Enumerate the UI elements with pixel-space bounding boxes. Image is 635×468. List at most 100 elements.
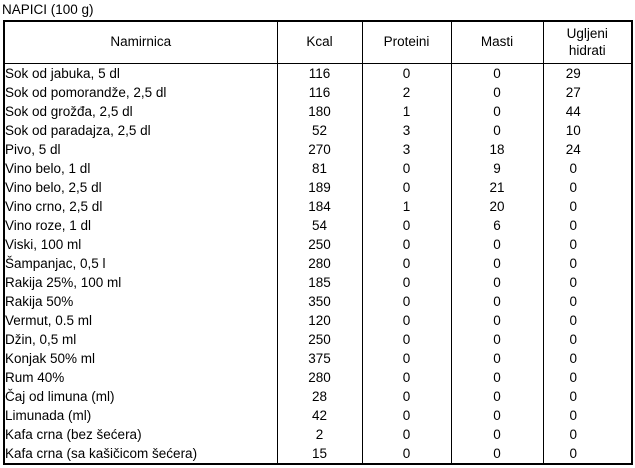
table-body: Sok od jabuka, 5 dl 116 0 0 29 Sok od pomoran… (3, 63, 633, 464)
cell-masti: 0 (450, 311, 544, 330)
cell-name: Kafa crna (sa kašičicom šećera) (3, 444, 278, 464)
cell-kcal: 375 (276, 349, 363, 368)
cell-proteini: 0 (361, 254, 452, 273)
table-row: Čaj od limuna (ml) 28 0 0 0 (3, 387, 633, 406)
cell-kcal: 81 (276, 159, 363, 178)
cell-name: Šampanjac, 0,5 l (3, 254, 278, 273)
cell-masti: 0 (450, 83, 544, 102)
cell-proteini: 0 (361, 273, 452, 292)
cell-ugljeni-hidrati: 0 (542, 178, 633, 197)
cell-ugljeni-hidrati: 0 (542, 444, 633, 464)
cell-kcal: 116 (276, 83, 363, 102)
cell-kcal: 54 (276, 216, 363, 235)
cell-name: Viski, 100 ml (3, 235, 278, 254)
cell-kcal: 52 (276, 121, 363, 140)
table-row: Konjak 50% ml 375 0 0 0 (3, 349, 633, 368)
table-row: Sok od grožđa, 2,5 dl 180 1 0 44 (3, 102, 633, 121)
table-row: Sok od paradajza, 2,5 dl 52 3 0 10 (3, 121, 633, 140)
cell-proteini: 0 (361, 387, 452, 406)
cell-kcal: 42 (276, 406, 363, 425)
cell-ugljeni-hidrati: 0 (542, 235, 633, 254)
cell-ugljeni-hidrati: 0 (542, 425, 633, 444)
col-header-proteini: Proteini (361, 21, 452, 64)
cell-proteini: 1 (361, 102, 452, 121)
cell-ugljeni-hidrati: 0 (542, 311, 633, 330)
table-row: Viski, 100 ml 250 0 0 0 (3, 235, 633, 254)
col-header-namirnica: Namirnica (3, 21, 278, 64)
cell-kcal: 250 (276, 330, 363, 349)
table-row: Vino belo, 1 dl 81 0 9 0 (3, 159, 633, 178)
cell-proteini: 0 (361, 444, 452, 464)
cell-name: Vino roze, 1 dl (3, 216, 278, 235)
cell-ugljeni-hidrati: 0 (542, 292, 633, 311)
cell-masti: 0 (450, 273, 544, 292)
cell-name: Vino crno, 2,5 dl (3, 197, 278, 216)
cell-masti: 0 (450, 349, 544, 368)
cell-kcal: 350 (276, 292, 363, 311)
cell-kcal: 15 (276, 444, 363, 464)
cell-proteini: 0 (361, 368, 452, 387)
table-row: Kafa crna (bez šećera) 2 0 0 0 (3, 425, 633, 444)
cell-ugljeni-hidrati: 27 (542, 83, 633, 102)
cell-kcal: 2 (276, 425, 363, 444)
table-row: Pivo, 5 dl 270 3 18 24 (3, 140, 633, 159)
table-row: Vino roze, 1 dl 54 0 6 0 (3, 216, 633, 235)
cell-kcal: 185 (276, 273, 363, 292)
cell-name: Sok od paradajza, 2,5 dl (3, 121, 278, 140)
cell-ugljeni-hidrati: 44 (542, 102, 633, 121)
cell-kcal: 280 (276, 254, 363, 273)
table-row: Rakija 25%, 100 ml 185 0 0 0 (3, 273, 633, 292)
cell-ugljeni-hidrati: 0 (542, 273, 633, 292)
cell-ugljeni-hidrati: 0 (542, 406, 633, 425)
col-header-ugljeni-hidrati: Ugljeni hidrati (542, 21, 633, 64)
cell-proteini: 0 (361, 425, 452, 444)
cell-ugljeni-hidrati: 29 (542, 63, 633, 83)
cell-masti: 18 (450, 140, 544, 159)
cell-masti: 0 (450, 254, 544, 273)
cell-ugljeni-hidrati: 24 (542, 140, 633, 159)
cell-kcal: 280 (276, 368, 363, 387)
table-header-row: Namirnica Kcal Proteini Masti Ugljeni hi… (3, 21, 633, 64)
cell-name: Vino belo, 2,5 dl (3, 178, 278, 197)
cell-name: Rum 40% (3, 368, 278, 387)
cell-kcal: 180 (276, 102, 363, 121)
cell-masti: 0 (450, 292, 544, 311)
cell-ugljeni-hidrati: 0 (542, 330, 633, 349)
table-row: Džin, 0,5 ml 250 0 0 0 (3, 330, 633, 349)
table-row: Rum 40% 280 0 0 0 (3, 368, 633, 387)
table-title: NAPICI (100 g) (2, 2, 94, 17)
cell-masti: 0 (450, 406, 544, 425)
cell-name: Sok od jabuka, 5 dl (3, 63, 278, 83)
cell-masti: 0 (450, 235, 544, 254)
table-row: Vino crno, 2,5 dl 184 1 20 0 (3, 197, 633, 216)
cell-kcal: 28 (276, 387, 363, 406)
cell-ugljeni-hidrati: 0 (542, 197, 633, 216)
cell-proteini: 0 (361, 311, 452, 330)
cell-name: Sok od pomorandže, 2,5 dl (3, 83, 278, 102)
cell-proteini: 0 (361, 330, 452, 349)
cell-masti: 20 (450, 197, 544, 216)
cell-kcal: 250 (276, 235, 363, 254)
table-row: Šampanjac, 0,5 l 280 0 0 0 (3, 254, 633, 273)
cell-masti: 21 (450, 178, 544, 197)
cell-proteini: 3 (361, 121, 452, 140)
cell-ugljeni-hidrati: 0 (542, 159, 633, 178)
cell-masti: 0 (450, 387, 544, 406)
table-row: Vino belo, 2,5 dl 189 0 21 0 (3, 178, 633, 197)
cell-masti: 0 (450, 368, 544, 387)
cell-masti: 0 (450, 444, 544, 464)
cell-kcal: 189 (276, 178, 363, 197)
cell-kcal: 116 (276, 63, 363, 83)
table-row: Limunada (ml) 42 0 0 0 (3, 406, 633, 425)
cell-proteini: 1 (361, 197, 452, 216)
cell-name: Rakija 25%, 100 ml (3, 273, 278, 292)
cell-proteini: 0 (361, 235, 452, 254)
cell-name: Vermut, 0.5 ml (3, 311, 278, 330)
cell-ugljeni-hidrati: 0 (542, 349, 633, 368)
cell-masti: 0 (450, 121, 544, 140)
table-row: Kafa crna (sa kašičicom šećera) 15 0 0 0 (3, 444, 633, 464)
cell-proteini: 0 (361, 216, 452, 235)
cell-kcal: 270 (276, 140, 363, 159)
cell-masti: 0 (450, 425, 544, 444)
